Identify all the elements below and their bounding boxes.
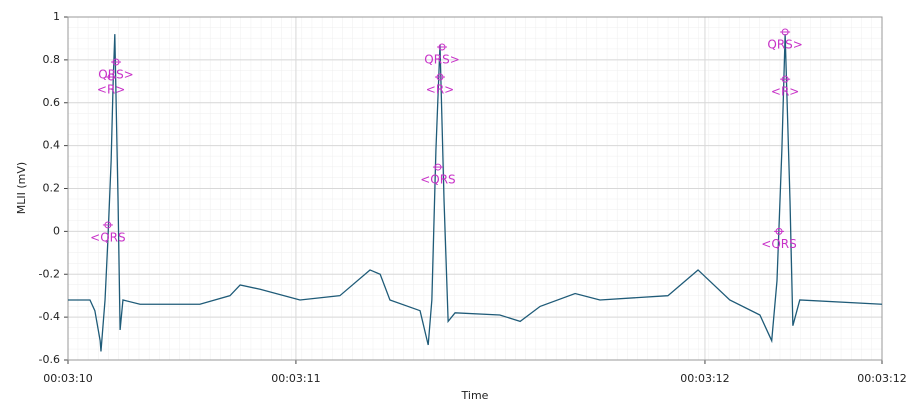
annotation-marker (436, 73, 444, 81)
y-tick-label: 0.8 (43, 53, 61, 66)
annotation-marker (781, 28, 789, 36)
y-tick-label: 1 (53, 10, 60, 23)
x-tick-label: 00:03:11 (271, 372, 320, 385)
annotation-marker (781, 75, 789, 83)
annotation-label: <QRS (90, 230, 125, 244)
y-tick-label: 0.6 (43, 96, 61, 109)
y-tick-label: 0.4 (43, 139, 61, 152)
annotation-label: QRS> (98, 68, 133, 82)
annotation-label: <QRS (761, 237, 796, 251)
annotation-marker (438, 43, 446, 51)
ecg-line (68, 34, 883, 352)
plot-frame (67, 16, 883, 361)
x-axis-label: Time (461, 389, 489, 402)
y-tick-label: -0.4 (39, 310, 60, 323)
annotation-marker (107, 73, 115, 81)
annotation-label: QRS> (424, 53, 459, 67)
x-tick-label: 00:03:10 (43, 372, 92, 385)
y-axis-label: MLII (mV) (15, 162, 28, 214)
annotation-marker (104, 221, 112, 229)
annotation-marker (775, 227, 783, 235)
y-tick-label: -0.2 (39, 267, 60, 280)
y-tick-label: 0 (53, 224, 60, 237)
x-tick-label: 00:03:12 (857, 372, 906, 385)
annotation-label: <R> (771, 85, 799, 99)
y-tick-label: 0.2 (43, 182, 61, 195)
annotation-label: <R> (426, 83, 454, 97)
annotation-label: <QRS (420, 173, 455, 187)
x-tick-label: 00:03:12 (680, 372, 729, 385)
annotation-marker (434, 163, 442, 171)
annotation-label: QRS> (767, 38, 802, 52)
y-tick-label: -0.6 (39, 353, 60, 366)
annotation-label: <R> (97, 83, 125, 97)
annotation-marker (112, 58, 120, 66)
